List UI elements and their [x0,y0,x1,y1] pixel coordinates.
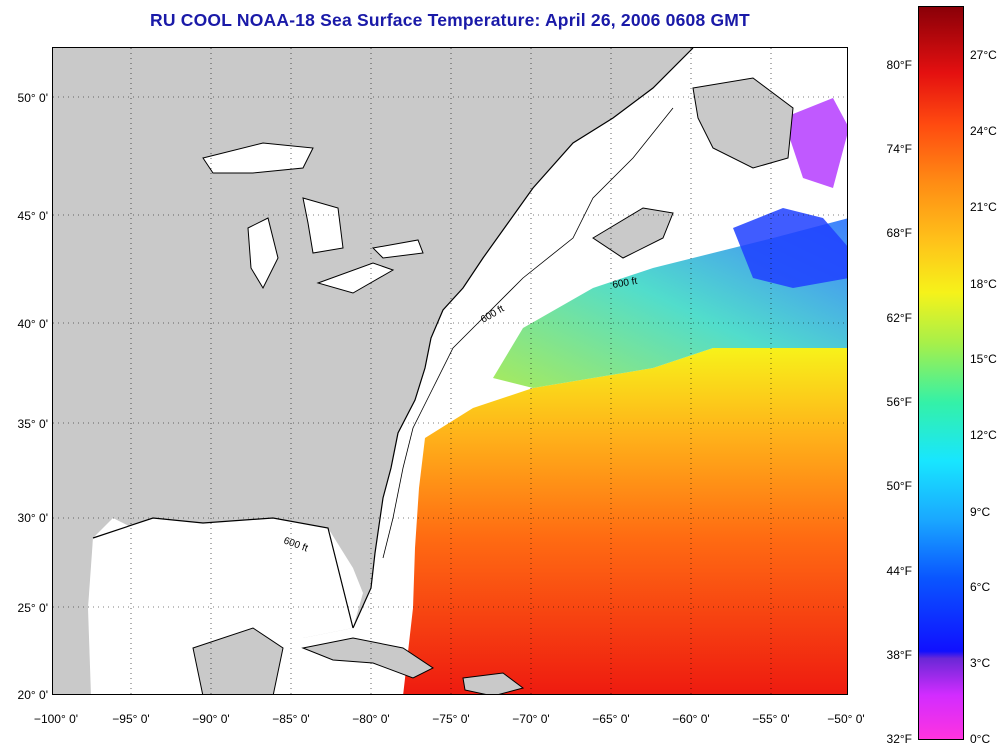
lon-label: −50° 0' [827,712,865,726]
lon-label: −70° 0' [512,712,550,726]
coastline [92,48,694,629]
newfoundland [692,77,794,169]
celsius-label: 9°C [970,505,991,519]
fahrenheit-label: 74°F [886,142,912,156]
celsius-label: 27°C [970,48,997,62]
fahrenheit-label: 80°F [886,58,912,72]
lon-label: −100° 0' [33,712,79,726]
lat-label: 30° 0' [17,511,48,525]
lake-erie [316,262,395,294]
celsius-label: 24°C [970,124,997,138]
sst-warm-region [403,348,847,694]
lon-label: −85° 0' [272,712,310,726]
gulf-of-mexico [88,518,363,694]
fahrenheit-label: 50°F [886,479,912,493]
fahrenheit-label: 56°F [886,395,912,409]
celsius-label: 21°C [970,200,997,214]
fahrenheit-label: 62°F [886,311,912,325]
lat-label: 45° 0' [17,209,48,223]
fahrenheit-label: 32°F [886,732,912,746]
graticule [53,48,847,694]
celsius-label: 3°C [970,656,991,670]
nova-scotia [592,207,674,259]
lon-label: −75° 0' [432,712,470,726]
map-title: RU COOL NOAA-18 Sea Surface Temperature:… [150,10,750,30]
lake-superior [202,142,314,174]
lake-huron [302,197,344,254]
contour-600ft [382,107,674,559]
celsius-label: 18°C [970,277,997,291]
celsius-label: 12°C [970,428,997,442]
fahrenheit-label: 44°F [886,564,912,578]
contour-label: 600 ft [612,276,639,291]
sst-purple-patch [783,98,847,188]
sst-map: 600 ft 600 ft 600 ft [52,47,848,695]
fahrenheit-label: 68°F [886,226,912,240]
lon-label: −95° 0' [112,712,150,726]
yucatan [192,627,284,694]
sst-blue-patch [733,208,847,288]
lon-label: −55° 0' [752,712,790,726]
lake-ontario [371,239,424,259]
lat-label: 40° 0' [17,317,48,331]
cuba [301,637,434,679]
lat-label: 25° 0' [17,601,48,615]
lon-label: −90° 0' [192,712,230,726]
sst-map-canvas: 600 ft 600 ft 600 ft [53,48,847,694]
lon-label: −60° 0' [672,712,710,726]
color-scale-bar [918,6,964,740]
lon-label: −65° 0' [592,712,630,726]
hispaniola [462,672,525,694]
fahrenheit-label: 38°F [886,648,912,662]
lat-label: 35° 0' [17,417,48,431]
lake-michigan [247,217,279,290]
celsius-label: 0°C [970,732,991,746]
celsius-label: 6°C [970,580,991,594]
lat-label: 50° 0' [17,91,48,105]
celsius-label: 15°C [970,352,997,366]
lon-label: −80° 0' [352,712,390,726]
lat-label: 20° 0' [17,688,48,702]
